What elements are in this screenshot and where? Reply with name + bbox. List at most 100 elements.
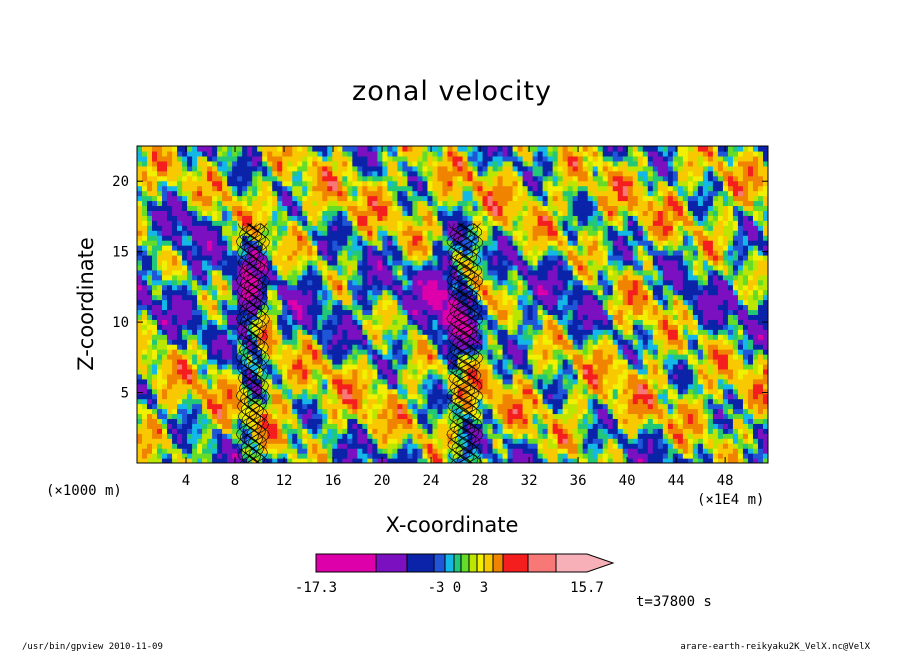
field-cell <box>317 378 323 385</box>
field-cell <box>432 319 439 325</box>
field-cell <box>267 195 273 202</box>
field-cell <box>277 220 283 226</box>
field-cell <box>152 408 158 415</box>
field-cell <box>152 363 158 370</box>
field-cell <box>387 438 394 444</box>
field-cell <box>277 165 283 172</box>
field-cell <box>172 299 178 306</box>
field-cell <box>522 185 529 192</box>
field-cell <box>267 240 273 246</box>
field-cell <box>172 358 178 365</box>
field-cell <box>512 413 519 420</box>
field-cell <box>282 180 288 187</box>
field-cell <box>352 418 358 424</box>
field-cell <box>497 250 504 256</box>
field-cell <box>497 304 504 311</box>
field-cell <box>437 398 444 405</box>
field-cell <box>187 220 193 226</box>
field-cell <box>512 195 519 202</box>
field-cell <box>357 220 363 226</box>
field-cell <box>397 180 404 187</box>
field-cell <box>227 408 233 415</box>
field-cell <box>372 150 378 157</box>
field-cell <box>487 423 494 429</box>
field-cell <box>477 279 484 286</box>
field-cell <box>497 284 504 291</box>
field-cell <box>277 438 283 444</box>
field-cell <box>182 373 188 380</box>
field-cell <box>432 284 439 291</box>
field-cell <box>512 205 519 211</box>
field-cell <box>272 294 278 301</box>
field-cell <box>232 205 238 211</box>
field-cell <box>307 220 313 226</box>
field-cell <box>312 200 318 207</box>
field-cell <box>207 354 213 360</box>
field-cell <box>367 354 373 360</box>
field-cell <box>177 453 183 459</box>
field-cell <box>497 180 504 187</box>
field-cell <box>487 284 494 291</box>
field-cell <box>217 418 223 424</box>
field-cell <box>397 235 404 241</box>
field-cell <box>262 289 268 296</box>
field-cell <box>162 235 168 241</box>
field-cell <box>347 180 353 187</box>
field-cell <box>187 344 193 350</box>
field-cell <box>502 423 509 429</box>
field-cell <box>282 269 288 276</box>
field-cell <box>302 259 308 266</box>
field-cell <box>497 190 504 197</box>
field-cell <box>167 235 173 241</box>
field-cell <box>167 388 173 395</box>
field-cell <box>242 200 248 207</box>
field-cell <box>477 210 484 216</box>
field-cell <box>227 299 233 306</box>
field-cell <box>302 225 308 231</box>
field-cell <box>507 245 514 251</box>
field-cell <box>407 220 414 226</box>
field-cell <box>307 329 313 335</box>
field-cell <box>487 240 494 246</box>
field-cell <box>337 259 343 266</box>
field-cell <box>397 150 404 157</box>
field-cell <box>232 324 238 330</box>
field-cell <box>512 358 519 365</box>
field-cell <box>247 175 253 182</box>
field-cell <box>412 334 419 340</box>
field-cell <box>442 215 449 221</box>
field-cell <box>442 210 449 216</box>
field-cell <box>247 378 253 385</box>
field-cell <box>257 205 263 211</box>
field-cell <box>177 146 183 152</box>
field-cell <box>447 314 454 320</box>
field-cell <box>432 309 439 315</box>
field-cell <box>162 363 168 370</box>
field-cell <box>272 378 278 385</box>
field-cell <box>332 235 338 241</box>
field-cell <box>447 304 454 311</box>
field-cell <box>297 180 303 187</box>
field-cell <box>197 195 203 202</box>
field-cell <box>217 393 223 400</box>
field-cell <box>172 230 178 236</box>
field-cell <box>267 314 273 320</box>
field-cell <box>502 378 509 385</box>
field-cell <box>287 418 293 424</box>
field-cell <box>357 250 363 256</box>
field-cell <box>142 383 148 390</box>
field-cell <box>327 458 333 463</box>
field-cell <box>472 240 479 246</box>
field-cell <box>172 393 178 400</box>
field-cell <box>197 180 203 187</box>
field-cell <box>497 309 504 315</box>
field-cell <box>377 274 383 281</box>
field-cell <box>307 344 313 350</box>
field-cell <box>337 235 343 241</box>
field-cell <box>442 349 449 355</box>
field-cell <box>272 309 278 315</box>
field-cell <box>197 453 203 459</box>
field-cell <box>512 245 519 251</box>
field-cell <box>172 170 178 177</box>
field-cell <box>292 289 298 296</box>
